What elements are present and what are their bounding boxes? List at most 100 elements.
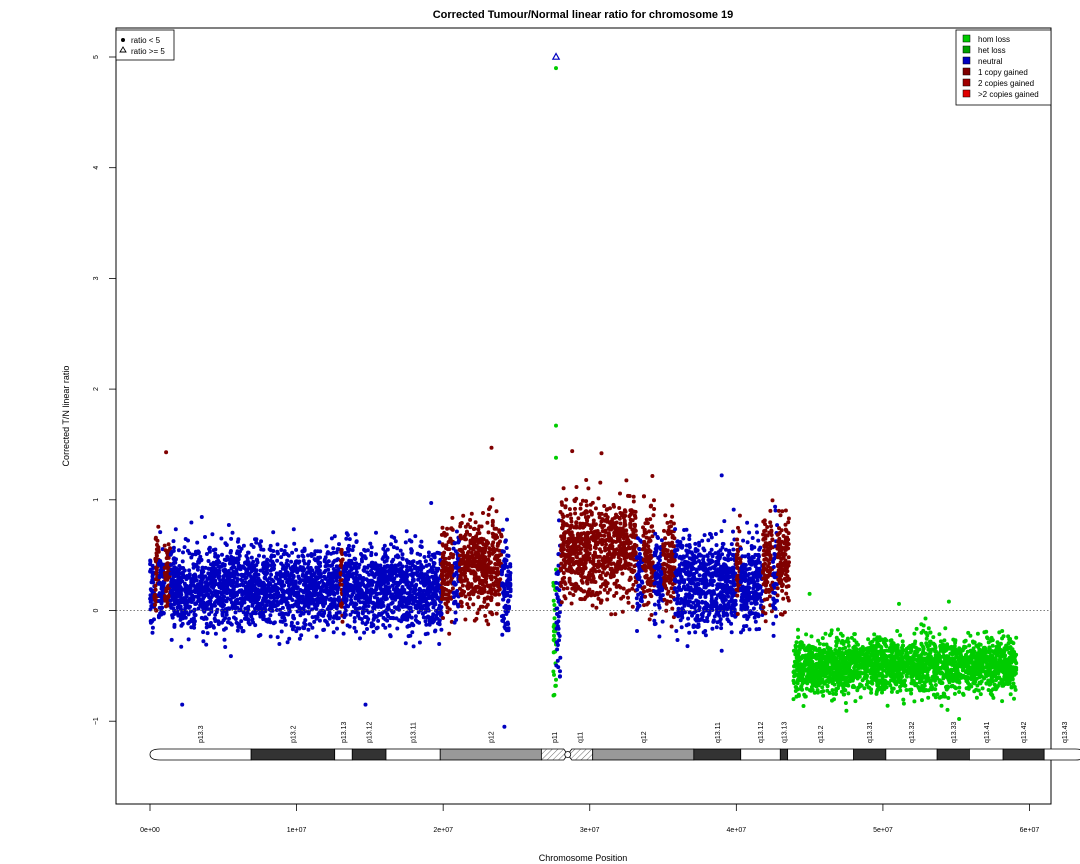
data-point [479,566,484,571]
data-point [376,599,381,603]
data-point [259,539,264,544]
data-point [326,567,331,572]
data-point [612,568,617,573]
data-point [287,592,292,597]
data-point [379,605,384,609]
data-point [272,620,277,625]
data-point [620,530,625,535]
data-point [309,538,314,543]
data-point [385,618,390,623]
data-point [471,561,476,566]
data-point [555,624,560,629]
data-point [604,518,609,523]
data-point [469,511,474,516]
data-point [603,573,608,578]
data-point [419,580,424,585]
data-point [554,677,558,682]
data-point [450,555,455,560]
data-point [243,591,248,596]
data-point [265,567,269,572]
data-point [603,548,608,553]
data-point [209,590,214,595]
data-point [263,572,268,577]
data-point [461,550,465,555]
data-point [312,619,317,624]
data-point [440,525,445,530]
data-point [552,672,556,677]
data-point [187,597,192,602]
data-point [358,636,362,641]
data-point [293,559,298,564]
data-point [569,558,574,563]
data-point [366,563,371,568]
data-point [289,559,294,564]
data-point [500,549,505,554]
data-point [222,637,227,642]
data-point [626,545,631,550]
data-point [165,553,170,557]
data-point [296,604,301,609]
data-point [247,571,252,576]
data-point [275,558,280,563]
data-point [163,577,168,582]
data-point [426,554,431,559]
data-point [443,533,448,538]
data-point [603,530,608,534]
data-point [415,573,420,578]
data-point [258,568,263,573]
data-point [205,592,210,597]
data-point [378,586,383,590]
data-point [489,595,494,600]
data-point [478,604,483,609]
data-point [423,632,428,637]
data-point [246,550,250,555]
data-point [377,567,382,572]
data-point [282,549,287,553]
data-point [643,551,647,556]
data-point [463,574,468,579]
data-point [600,525,605,530]
data-point [153,583,158,588]
data-point [166,568,171,573]
data-point [487,551,492,556]
data-point [213,554,218,559]
data-point [650,474,655,478]
data-point [653,564,658,569]
data-point [618,491,622,496]
data-point [379,612,383,617]
data-point [637,552,642,556]
data-point [453,549,458,554]
data-point [408,633,413,638]
data-point [588,547,593,551]
data-point [258,614,263,619]
data-point [241,629,246,633]
data-point [447,556,452,561]
data-point [468,596,472,601]
data-point [272,566,276,571]
data-point [591,576,596,581]
data-point [362,568,367,573]
data-point [508,589,513,594]
data-point [211,624,216,629]
data-point [315,615,320,620]
data-point [169,637,174,642]
data-point [609,612,614,617]
data-point [586,589,591,594]
data-point [613,548,618,553]
data-point [608,566,613,571]
data-point [186,637,191,642]
data-point [165,572,170,577]
data-point [638,598,643,603]
data-point [381,555,386,560]
data-point [343,596,348,601]
data-point [387,623,392,628]
data-point [413,588,418,593]
data-point [195,594,200,599]
data-point [553,683,558,688]
data-point [429,501,434,505]
data-point [246,604,251,609]
data-point [422,588,427,593]
data-point [327,578,332,583]
data-point [222,586,227,591]
data-point [300,553,305,558]
